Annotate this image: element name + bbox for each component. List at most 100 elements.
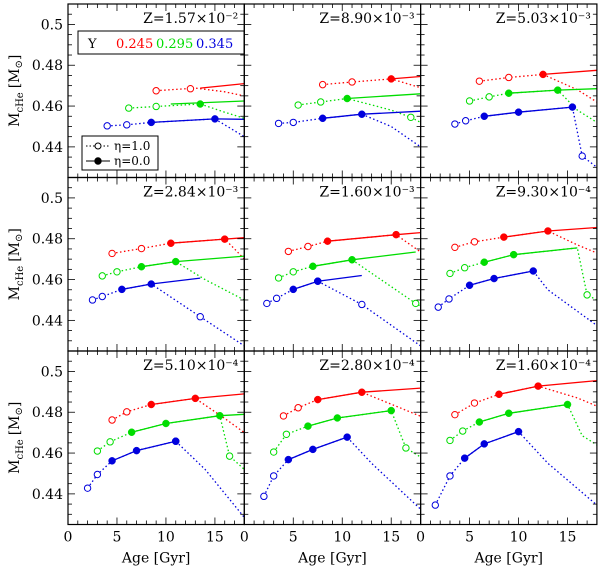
point-eta1-y0.295 <box>412 299 420 308</box>
point-eta0-y0.295 <box>505 89 513 97</box>
y-tick-label: 0.44 <box>32 487 63 503</box>
point-eta1-y0.345 <box>88 296 97 304</box>
metallicity-label: Z=1.60×10⁻⁴ <box>496 358 592 374</box>
panel-frame <box>243 176 422 352</box>
metallicity-label: Z=2.84×10⁻³ <box>143 185 238 201</box>
point-eta0-y0.245 <box>167 239 175 247</box>
point-eta0-y0.245 <box>539 70 547 79</box>
point-eta0-y0.345 <box>318 114 327 123</box>
point-eta0-y0.345 <box>358 110 366 118</box>
metallicity-label: Z=1.60×10⁻³ <box>319 185 414 201</box>
point-eta1-y0.245 <box>451 410 459 419</box>
y-tick-label: 0.5 <box>41 364 63 380</box>
point-eta1-y0.295 <box>402 444 410 452</box>
series-line-eta0-y0.295 <box>141 255 245 268</box>
y-tick-label: 0.44 <box>32 313 63 329</box>
point-eta0-y0.245 <box>314 395 322 404</box>
series-line-eta0-y0.345 <box>464 430 519 459</box>
legend-y-value: 0.295 <box>156 37 193 52</box>
legend-y-value: 0.245 <box>116 37 153 52</box>
point-eta1-y0.295 <box>152 102 160 111</box>
series-line-eta0-y0.245 <box>542 69 597 76</box>
metallicity-label: Z=9.30×10⁻⁴ <box>496 185 592 201</box>
series-line-eta0-y0.345 <box>322 110 421 119</box>
point-eta1-y0.345 <box>263 299 271 308</box>
y-tick-label: 0.46 <box>32 446 63 462</box>
point-eta1-y0.245 <box>279 412 288 420</box>
point-eta1-y0.345 <box>431 501 439 509</box>
point-eta0-y0.345 <box>171 437 180 445</box>
series-line-eta0-y0.345 <box>151 118 245 124</box>
y-tick-label: 0.5 <box>41 17 63 33</box>
series-line-eta1-y0.295 <box>128 103 245 119</box>
plot-area <box>451 69 597 168</box>
series-line-eta0-y0.345 <box>288 436 348 461</box>
series-line-eta0-y0.295 <box>307 409 392 427</box>
point-eta0-y0.295 <box>509 250 518 259</box>
series-line-eta0-y0.295 <box>479 403 568 423</box>
series-line-eta0-y0.245 <box>200 82 245 89</box>
point-eta1-y0.245 <box>186 85 195 93</box>
legend-eta: η=1.0η=0.0 <box>81 135 159 171</box>
plot-area <box>263 230 421 347</box>
point-eta1-y0.245 <box>348 78 356 86</box>
series-line-eta0-y0.295 <box>347 93 421 100</box>
x-tick-label: 10 <box>333 530 351 546</box>
point-eta0-y0.245 <box>387 75 395 83</box>
metallicity-label: Z=8.90×10⁻³ <box>319 11 414 27</box>
panel-frame <box>420 176 598 352</box>
point-eta0-y0.345 <box>284 455 293 464</box>
point-eta1-y0.345 <box>123 121 131 129</box>
ticks <box>67 350 245 525</box>
point-eta1-y0.345 <box>260 492 268 501</box>
point-eta1-y0.295 <box>407 113 415 121</box>
point-eta0-y0.295 <box>162 419 170 428</box>
point-eta1-y0.295 <box>294 101 302 109</box>
panel-6: Z=9.30×10⁻⁴ <box>420 176 598 352</box>
y-tick-label: 0.44 <box>32 140 63 156</box>
legend-eta-marker <box>94 142 102 150</box>
y-axis-title: McHe[M⊙] <box>7 55 26 127</box>
x-tick-label: 0 <box>240 530 249 546</box>
point-eta1-y0.295 <box>93 447 102 455</box>
x-tick-label: 0 <box>416 530 425 546</box>
metallicity-label: Z=5.03×10⁻³ <box>496 11 591 27</box>
y-tick-label: 0.48 <box>32 232 63 248</box>
x-tick-label: 15 <box>206 530 224 546</box>
point-eta1-y0.345 <box>451 120 459 128</box>
series-line-eta0-y0.245 <box>327 231 421 242</box>
point-eta1-y0.245 <box>470 238 479 246</box>
ticks <box>420 177 598 352</box>
x-axis-title: Age [Gyr] <box>121 551 191 567</box>
point-eta1-y0.345 <box>272 294 281 303</box>
series-line-eta0-y0.245 <box>317 387 421 401</box>
x-tick-label: 15 <box>382 530 400 546</box>
point-eta0-y0.345 <box>465 281 474 290</box>
ticks <box>243 350 422 525</box>
point-eta0-y0.345 <box>460 454 469 462</box>
point-eta0-y0.295 <box>343 94 351 103</box>
y-axis-title: McHe[M⊙] <box>7 228 26 300</box>
panel-7: Z=5.10×10⁻⁴ 0.44 0.46 0.48 0.5 McHe[M⊙] 0 5 10 15… <box>7 350 245 567</box>
point-eta1-y0.295 <box>98 272 106 280</box>
point-eta1-y0.345 <box>445 295 453 303</box>
series-line-eta1-y0.245 <box>156 87 245 97</box>
series-line-eta0-y0.295 <box>508 88 597 94</box>
plot-area <box>431 379 597 509</box>
point-eta1-y0.345 <box>196 313 204 321</box>
point-eta1-y0.345 <box>269 472 278 480</box>
point-eta0-y0.345 <box>314 277 322 285</box>
plot-area <box>83 393 245 518</box>
series-line-eta0-y0.295 <box>312 251 416 267</box>
series-line-eta1-y0.245 <box>479 73 597 103</box>
series-line-eta0-y0.345 <box>121 277 201 291</box>
panel-3: Z=5.03×10⁻³ <box>420 3 598 179</box>
series-line-eta1-y0.345 <box>87 440 245 518</box>
point-eta1-y0.295 <box>446 269 454 278</box>
point-eta1-y0.245 <box>137 244 146 253</box>
point-eta0-y0.345 <box>211 115 219 123</box>
series-line-eta1-y0.245 <box>322 78 421 89</box>
y-tick-label: 0.46 <box>32 273 63 289</box>
series-line-eta1-y0.345 <box>434 430 597 506</box>
point-eta1-y0.295 <box>465 97 474 105</box>
